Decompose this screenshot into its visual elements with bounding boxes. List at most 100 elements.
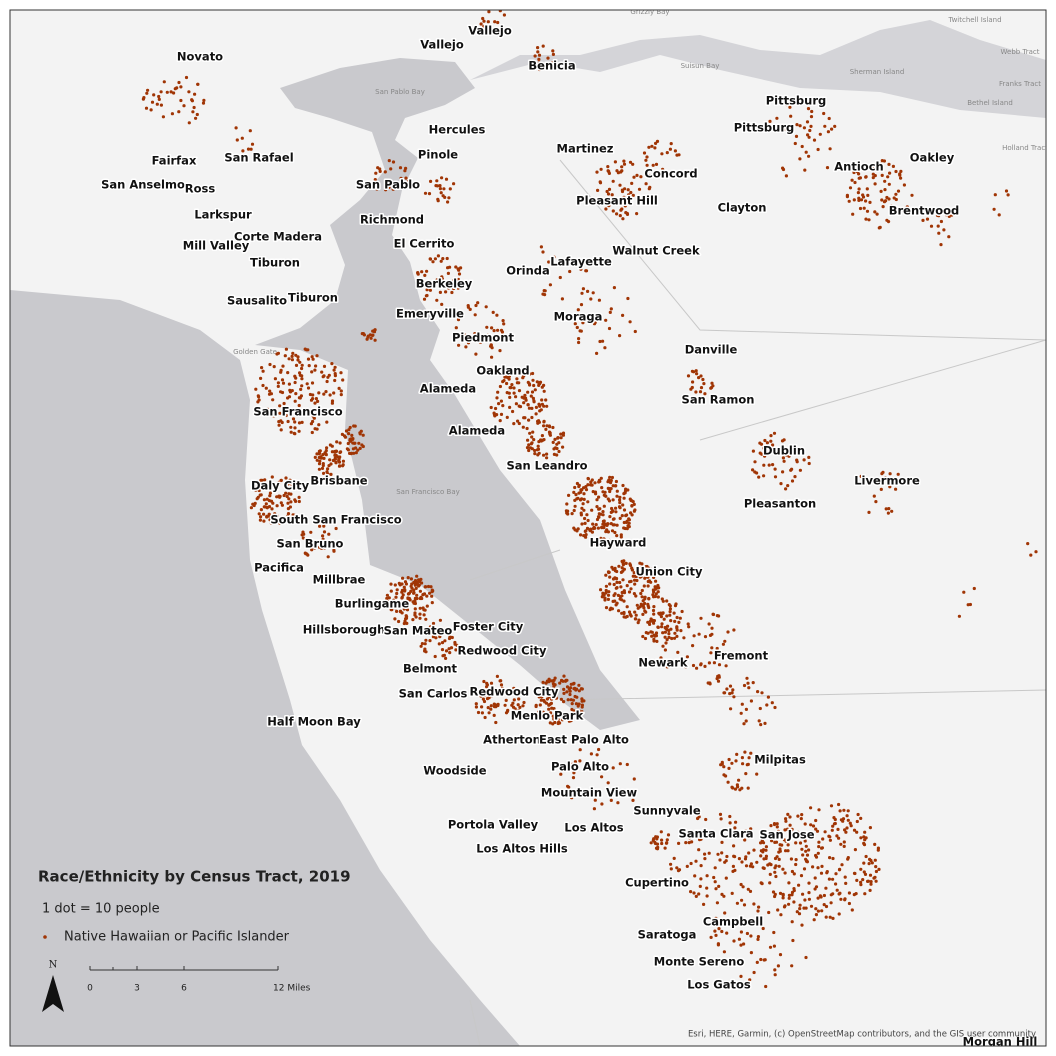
dot	[842, 840, 846, 844]
dot	[259, 515, 263, 519]
city-label: Mill Valley	[183, 239, 250, 253]
dot	[888, 171, 892, 175]
dot	[535, 380, 539, 384]
dot	[594, 492, 598, 496]
dot	[604, 606, 609, 610]
dot	[357, 441, 361, 445]
dot	[580, 710, 584, 714]
dot	[395, 184, 400, 188]
dot	[1029, 553, 1033, 557]
dot	[800, 813, 804, 817]
dot	[746, 786, 750, 790]
dot	[284, 347, 288, 351]
dot	[443, 639, 447, 643]
dot	[825, 166, 830, 170]
dot	[752, 902, 756, 906]
city-label: East Palo Alto	[539, 733, 629, 747]
dot	[550, 697, 554, 701]
city-label: Moraga	[554, 310, 603, 324]
dot	[713, 866, 717, 870]
dot	[705, 874, 709, 878]
dot	[648, 185, 652, 189]
dot	[528, 431, 532, 435]
dot	[360, 332, 364, 336]
dot	[624, 561, 628, 566]
dot	[418, 616, 422, 620]
dot	[428, 257, 432, 261]
dot	[353, 441, 357, 445]
dot	[873, 174, 877, 178]
dot	[576, 261, 580, 265]
dot	[677, 620, 681, 625]
dot	[627, 193, 631, 197]
dot	[498, 10, 502, 13]
city-label: Hercules	[429, 123, 486, 137]
dot	[672, 611, 676, 615]
dot	[735, 752, 739, 757]
dot	[438, 618, 442, 622]
water-label: Holland Tract	[1002, 144, 1048, 152]
dot	[441, 257, 445, 261]
dot	[658, 612, 662, 616]
dot	[580, 522, 584, 526]
dot	[463, 333, 467, 337]
dot	[794, 134, 799, 138]
dot	[442, 187, 446, 191]
dot	[338, 464, 342, 468]
dot	[625, 519, 629, 523]
dot	[830, 127, 834, 131]
dot	[530, 415, 534, 420]
dot	[455, 643, 459, 647]
dot	[724, 664, 728, 668]
dot	[586, 477, 591, 481]
dot	[545, 456, 549, 460]
dot	[798, 903, 802, 907]
city-label: Redwood City	[470, 685, 559, 699]
dot	[709, 651, 713, 655]
dot	[833, 124, 837, 128]
dot	[608, 489, 612, 494]
dot	[533, 388, 537, 392]
dot	[378, 169, 382, 173]
dot	[280, 503, 284, 507]
dot	[370, 182, 374, 186]
dot	[731, 869, 735, 874]
dot	[734, 820, 738, 824]
dot	[832, 822, 837, 826]
dot	[551, 714, 555, 718]
dot	[278, 521, 282, 525]
dot	[601, 490, 605, 494]
dot	[416, 582, 420, 586]
dot	[807, 461, 811, 466]
dot	[780, 439, 785, 443]
dot	[856, 191, 861, 195]
dot	[636, 568, 641, 572]
dot	[535, 448, 540, 452]
dot	[618, 762, 622, 766]
dot	[784, 817, 788, 821]
dot	[441, 654, 445, 658]
dot	[255, 497, 259, 501]
dot	[618, 183, 622, 187]
dot	[446, 200, 450, 204]
bay	[255, 58, 640, 730]
dot	[668, 604, 672, 608]
dot	[796, 814, 800, 818]
dot	[579, 303, 584, 307]
dot	[632, 571, 636, 575]
dot	[862, 843, 867, 847]
dot	[812, 138, 817, 142]
dot	[778, 446, 782, 450]
dot	[415, 593, 419, 597]
dot	[591, 490, 595, 494]
dot	[371, 329, 375, 333]
dot	[609, 798, 613, 803]
dot	[562, 687, 566, 692]
dot	[648, 573, 652, 577]
dot	[582, 497, 586, 501]
dot	[567, 687, 571, 691]
dot	[794, 862, 798, 867]
dot	[313, 427, 317, 431]
water-label: Franks Tract	[999, 80, 1041, 88]
dot	[341, 459, 345, 463]
